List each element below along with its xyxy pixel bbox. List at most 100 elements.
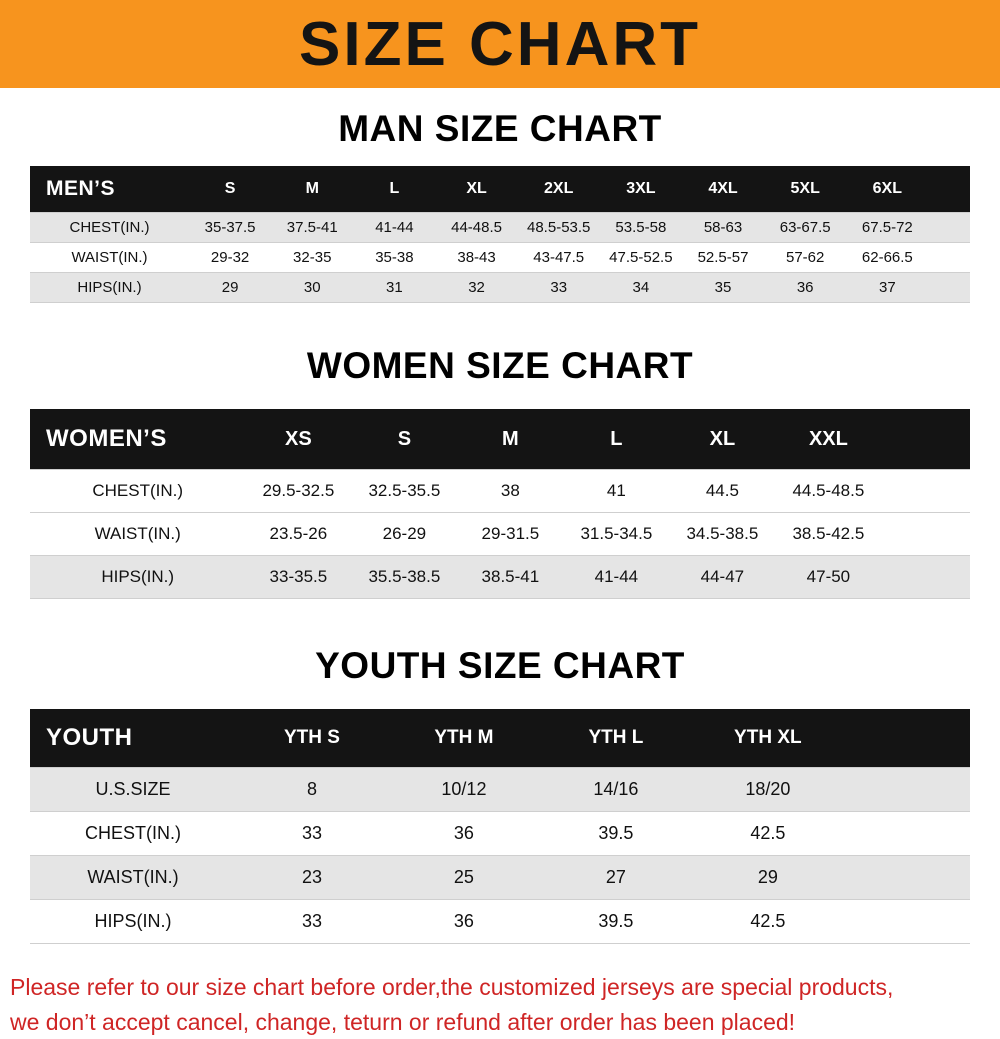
- value-cell: 48.5-53.5: [518, 213, 600, 243]
- row-label: WAIST(IN.): [30, 243, 189, 273]
- value-cell: 14/16: [540, 768, 692, 812]
- value-cell: 35: [682, 273, 764, 303]
- men-col-4xl: 4XL: [682, 166, 764, 213]
- value-cell: 32.5-35.5: [351, 470, 457, 513]
- value-cell: 44-48.5: [435, 213, 517, 243]
- value-cell: 36: [388, 812, 540, 856]
- row-spacer: [844, 768, 970, 812]
- row-label: HIPS(IN.): [30, 900, 236, 944]
- value-cell: 63-67.5: [764, 213, 846, 243]
- page-title: SIZE CHART: [299, 9, 701, 80]
- value-cell: 33: [518, 273, 600, 303]
- value-cell: 25: [388, 856, 540, 900]
- women-table-title: WOMEN’S: [30, 409, 245, 470]
- row-label: WAIST(IN.): [30, 856, 236, 900]
- value-cell: 43-47.5: [518, 243, 600, 273]
- value-cell: 41: [563, 470, 669, 513]
- value-cell: 42.5: [692, 812, 844, 856]
- value-cell: 62-66.5: [846, 243, 928, 273]
- value-cell: 31.5-34.5: [563, 513, 669, 556]
- value-cell: 27: [540, 856, 692, 900]
- value-cell: 53.5-58: [600, 213, 682, 243]
- value-cell: 29.5-32.5: [245, 470, 351, 513]
- women-col-xl: XL: [669, 409, 775, 470]
- value-cell: 35.5-38.5: [351, 556, 457, 599]
- youth-col-yth-m: YTH M: [388, 709, 540, 768]
- row-label: CHEST(IN.): [30, 470, 245, 513]
- youth-col-yth-s: YTH S: [236, 709, 388, 768]
- women-col-xxl: XXL: [775, 409, 881, 470]
- women-col-s: S: [351, 409, 457, 470]
- men-header-spacer: [928, 166, 970, 213]
- value-cell: 34.5-38.5: [669, 513, 775, 556]
- row-label: HIPS(IN.): [30, 273, 189, 303]
- youth-col-yth-xl: YTH XL: [692, 709, 844, 768]
- men-section-heading: MAN SIZE CHART: [0, 108, 1000, 150]
- youth-col-yth-l: YTH L: [540, 709, 692, 768]
- row-spacer: [844, 900, 970, 944]
- row-label: CHEST(IN.): [30, 812, 236, 856]
- men-col-3xl: 3XL: [600, 166, 682, 213]
- value-cell: 10/12: [388, 768, 540, 812]
- men-col-s: S: [189, 166, 271, 213]
- row-spacer: [881, 513, 970, 556]
- women-col-xs: XS: [245, 409, 351, 470]
- row-spacer: [928, 273, 970, 303]
- value-cell: 52.5-57: [682, 243, 764, 273]
- value-cell: 42.5: [692, 900, 844, 944]
- value-cell: 33-35.5: [245, 556, 351, 599]
- row-label: CHEST(IN.): [30, 213, 189, 243]
- row-spacer: [881, 556, 970, 599]
- value-cell: 26-29: [351, 513, 457, 556]
- row-spacer: [881, 470, 970, 513]
- value-cell: 29-31.5: [457, 513, 563, 556]
- row-label: HIPS(IN.): [30, 556, 245, 599]
- row-spacer: [928, 243, 970, 273]
- value-cell: 38: [457, 470, 563, 513]
- value-cell: 37: [846, 273, 928, 303]
- row-spacer: [844, 856, 970, 900]
- value-cell: 44-47: [669, 556, 775, 599]
- value-cell: 38.5-41: [457, 556, 563, 599]
- women-header-spacer: [881, 409, 970, 470]
- women-col-m: M: [457, 409, 563, 470]
- men-col-l: L: [353, 166, 435, 213]
- value-cell: 36: [764, 273, 846, 303]
- men-col-6xl: 6XL: [846, 166, 928, 213]
- size-chart-banner: SIZE CHART: [0, 0, 1000, 88]
- value-cell: 18/20: [692, 768, 844, 812]
- youth-table-title: YOUTH: [30, 709, 236, 768]
- footer-disclaimer: Please refer to our size chart before or…: [10, 970, 990, 1039]
- value-cell: 29-32: [189, 243, 271, 273]
- value-cell: 67.5-72: [846, 213, 928, 243]
- women-section-heading: WOMEN SIZE CHART: [0, 345, 1000, 387]
- value-cell: 35-37.5: [189, 213, 271, 243]
- value-cell: 29: [692, 856, 844, 900]
- value-cell: 58-63: [682, 213, 764, 243]
- value-cell: 33: [236, 812, 388, 856]
- value-cell: 23.5-26: [245, 513, 351, 556]
- value-cell: 36: [388, 900, 540, 944]
- value-cell: 35-38: [353, 243, 435, 273]
- value-cell: 30: [271, 273, 353, 303]
- value-cell: 37.5-41: [271, 213, 353, 243]
- value-cell: 39.5: [540, 812, 692, 856]
- men-col-xl: XL: [435, 166, 517, 213]
- value-cell: 33: [236, 900, 388, 944]
- value-cell: 39.5: [540, 900, 692, 944]
- value-cell: 44.5-48.5: [775, 470, 881, 513]
